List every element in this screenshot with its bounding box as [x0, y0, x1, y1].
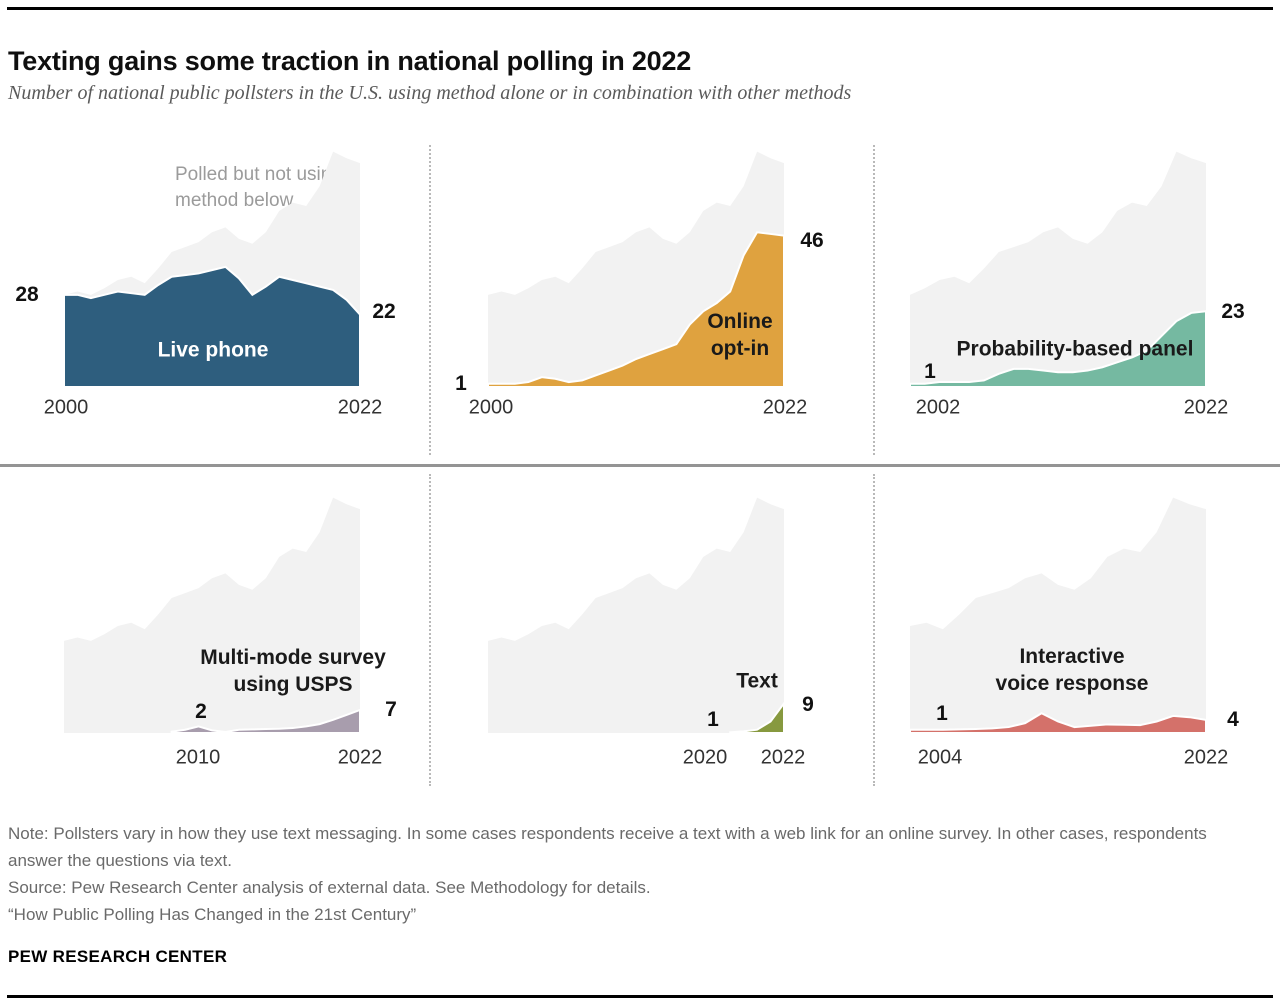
- axis-tick-label: 2022: [760, 746, 806, 769]
- method-label-line: Interactive: [1019, 645, 1125, 668]
- gray-area-annotation-line: method below: [175, 190, 294, 211]
- total-pollsters-area: [910, 151, 1206, 387]
- axis-tick-label: 2004: [917, 746, 963, 769]
- page-subtitle: Number of national public pollsters in t…: [8, 82, 852, 104]
- small-multiples-grid: Polled but not using method below 28 22 Liv…: [0, 140, 1280, 805]
- report-title-text: “How Public Polling Has Changed in the 2…: [8, 905, 417, 924]
- start-value-label: 2: [195, 700, 207, 723]
- probability-panel-method-area: [910, 310, 1206, 387]
- end-value-label: 9: [802, 693, 814, 716]
- column-divider-dotted: [429, 474, 431, 786]
- brand-wordmark: PEW RESEARCH CENTER: [8, 947, 228, 966]
- ivr-method-area: [910, 712, 1206, 733]
- total-pollsters-area: [910, 497, 1206, 733]
- end-value-label: 46: [800, 229, 824, 252]
- column-divider-dotted: [429, 145, 431, 455]
- method-label-line: Online: [707, 310, 773, 333]
- axis-tick-label: 2022: [337, 746, 383, 769]
- total-pollsters-area: [64, 497, 360, 733]
- start-value-label: 28: [15, 283, 39, 306]
- note-text: Note: Pollsters vary in how they use tex…: [8, 824, 1207, 870]
- axis-tick-label: 2000: [468, 396, 514, 419]
- end-value-label: 23: [1221, 300, 1245, 323]
- axis-tick-label: 2010: [175, 746, 221, 769]
- column-divider-dotted: [873, 474, 875, 786]
- usps-area-chart: [64, 497, 360, 733]
- bottom-rule: [7, 995, 1273, 998]
- footer: Note: Pollsters vary in how they use tex…: [8, 820, 1256, 970]
- source-text: Source: Pew Research Center analysis of …: [8, 878, 651, 897]
- method-label: Live phone: [158, 337, 269, 364]
- live-phone-method-area: [64, 265, 360, 387]
- end-value-label: 7: [385, 698, 397, 721]
- method-label: Multi-mode survey using USPS: [200, 644, 386, 698]
- live-phone-area-chart: [64, 151, 360, 387]
- gray-area-annotation: Polled but not using method below: [175, 162, 342, 214]
- online-opt-in-method-area: [488, 231, 784, 387]
- axis-tick-label: 2022: [1183, 396, 1229, 419]
- row-divider-line: [0, 464, 1280, 467]
- end-value-label: 4: [1227, 708, 1239, 731]
- top-rule: [7, 7, 1273, 10]
- total-pollsters-area: [488, 497, 784, 733]
- end-value-label: 22: [372, 300, 396, 323]
- method-label-line: voice response: [995, 672, 1149, 695]
- method-label-line: Live phone: [157, 338, 269, 362]
- axis-tick-label: 2022: [337, 396, 383, 419]
- column-divider-dotted: [873, 145, 875, 455]
- start-value-label: 1: [924, 360, 936, 383]
- online-opt-in-area-chart: [488, 151, 784, 387]
- axis-tick-label: 2022: [1183, 746, 1229, 769]
- method-label: Probability-based panel: [957, 336, 1194, 363]
- method-label-line: opt-in: [710, 337, 770, 360]
- method-label: Online opt-in: [707, 308, 772, 362]
- text-method-area: [729, 701, 784, 733]
- axis-tick-label: 2000: [43, 396, 89, 419]
- axis-tick-label: 2022: [762, 396, 808, 419]
- axis-tick-label: 2002: [915, 396, 961, 419]
- start-value-label: 1: [707, 708, 719, 731]
- method-label-line: Probability-based panel: [956, 337, 1194, 361]
- usps-method-area: [170, 708, 360, 733]
- axis-tick-label: 2020: [682, 746, 728, 769]
- method-label: Interactive voice response: [996, 643, 1149, 697]
- method-label-line: using USPS: [233, 673, 353, 696]
- start-value-label: 1: [455, 372, 467, 395]
- method-label-line: Text: [736, 669, 778, 693]
- gray-area-annotation-line: Polled but not using: [175, 164, 342, 185]
- method-label-line: Multi-mode survey: [200, 646, 386, 669]
- method-label: Text: [736, 668, 778, 695]
- ivr-area-chart: [910, 497, 1206, 733]
- start-value-label: 1: [936, 702, 948, 725]
- probability-panel-area-chart: [910, 151, 1206, 387]
- text-area-chart: [488, 497, 784, 733]
- page-title: Texting gains some traction in national …: [8, 46, 692, 77]
